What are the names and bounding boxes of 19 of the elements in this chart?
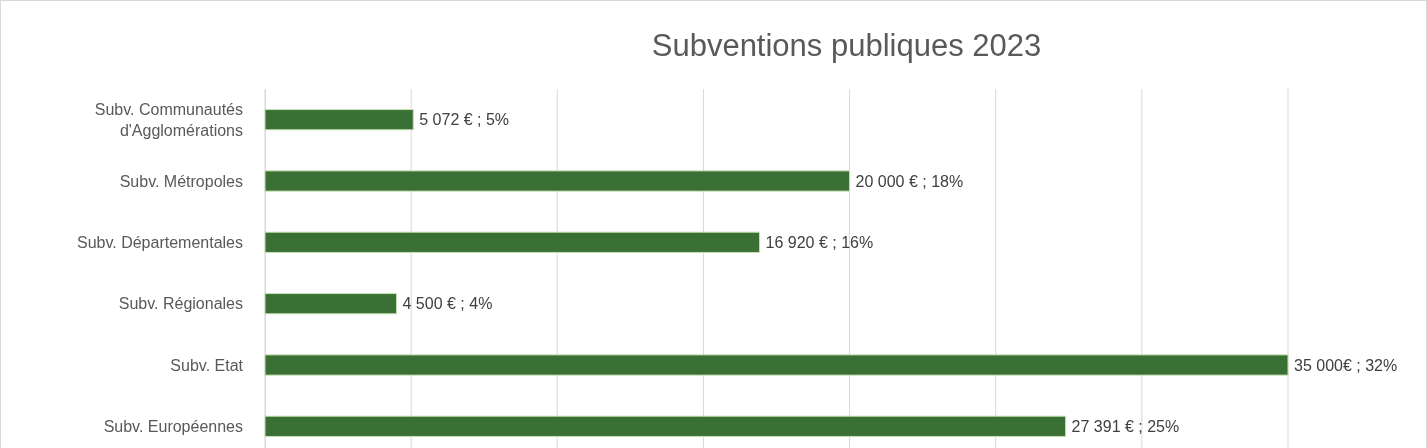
data-label: 35 000€ ; 32% bbox=[1294, 356, 1398, 374]
bar bbox=[264, 231, 761, 253]
y-tick-label: Subv. Etat bbox=[170, 356, 244, 374]
data-label: 5 072 € ; 5% bbox=[419, 111, 510, 129]
data-label: 20 000 € ; 18% bbox=[855, 172, 964, 190]
bar bbox=[264, 415, 1067, 437]
y-tick-label: Subv. Européennes bbox=[103, 417, 243, 435]
bar bbox=[264, 109, 414, 131]
y-tick-label: Subv. Départementales bbox=[76, 233, 243, 251]
data-label: 4 500 € ; 4% bbox=[402, 295, 493, 313]
data-label: 16 920 € ; 16% bbox=[765, 233, 874, 251]
bar bbox=[264, 293, 398, 315]
bar bbox=[264, 354, 1289, 376]
y-tick-label: Subv. Métropoles bbox=[119, 172, 243, 190]
y-tick-label: Subv. Régionales bbox=[118, 295, 243, 313]
bar bbox=[264, 170, 851, 192]
y-tick-label: Subv. Communautés d'Agglomérations bbox=[94, 100, 243, 139]
data-label: 27 391 € ; 25% bbox=[1071, 417, 1180, 435]
chart-title: Subventions publiques 2023 bbox=[651, 28, 1042, 63]
